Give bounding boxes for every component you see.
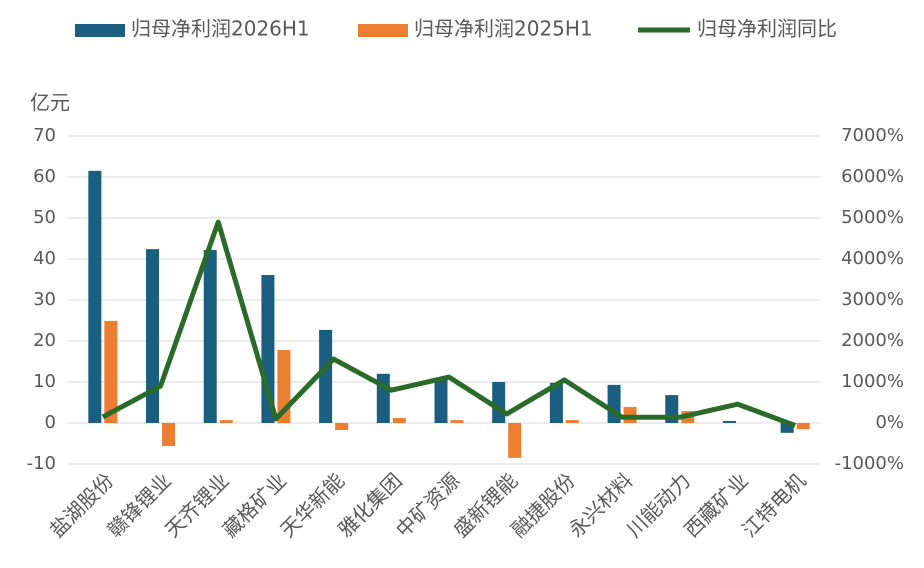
bar [492, 382, 506, 423]
bar [104, 320, 118, 423]
line-series [101, 219, 797, 428]
y-tick-label: -10 [27, 453, 56, 474]
y2-tick-label: 6000% [841, 166, 904, 187]
x-tick-label: 江特电机 [737, 468, 811, 542]
y2-tick-label: -1000% [835, 453, 904, 474]
y2-tick-label: 5000% [841, 207, 904, 228]
y-tick-label: 50 [33, 207, 56, 228]
bar [203, 249, 217, 423]
bar [722, 420, 736, 423]
bar [549, 382, 563, 423]
y2-tick-label: 4000% [841, 248, 904, 269]
bar [319, 329, 333, 423]
legend-swatch [358, 24, 408, 37]
legend-label: 归母净利润2025H1 [414, 17, 593, 41]
legend-label: 归母净利润同比 [697, 17, 837, 41]
bar [434, 377, 448, 423]
y2-tick-label: 2000% [841, 330, 904, 351]
bar [780, 423, 794, 433]
legend-swatch [75, 24, 125, 37]
bar [88, 170, 102, 423]
y2-tick-label: 3000% [841, 289, 904, 310]
y-tick-label: 70 [33, 125, 56, 146]
bar [796, 423, 810, 430]
bar [508, 423, 522, 458]
y-tick-label: 30 [33, 289, 56, 310]
legend-label: 归母净利润2026H1 [131, 17, 310, 41]
y2-tick-label: 7000% [841, 125, 904, 146]
y-tick-label: 60 [33, 166, 56, 187]
bar [565, 420, 579, 423]
bar [162, 423, 176, 446]
y-tick-label: 0 [45, 412, 56, 433]
y-axis-unit: 亿元 [30, 91, 70, 115]
bar [219, 420, 233, 423]
bar [450, 420, 464, 423]
y2-tick-label: 1000% [841, 371, 904, 392]
y-tick-label: 40 [33, 248, 56, 269]
y-tick-label: 10 [33, 371, 56, 392]
bar [392, 418, 406, 423]
y2-tick-label: 0% [875, 412, 904, 433]
bar [335, 423, 349, 430]
bar [146, 249, 160, 423]
y-tick-label: 20 [33, 330, 56, 351]
